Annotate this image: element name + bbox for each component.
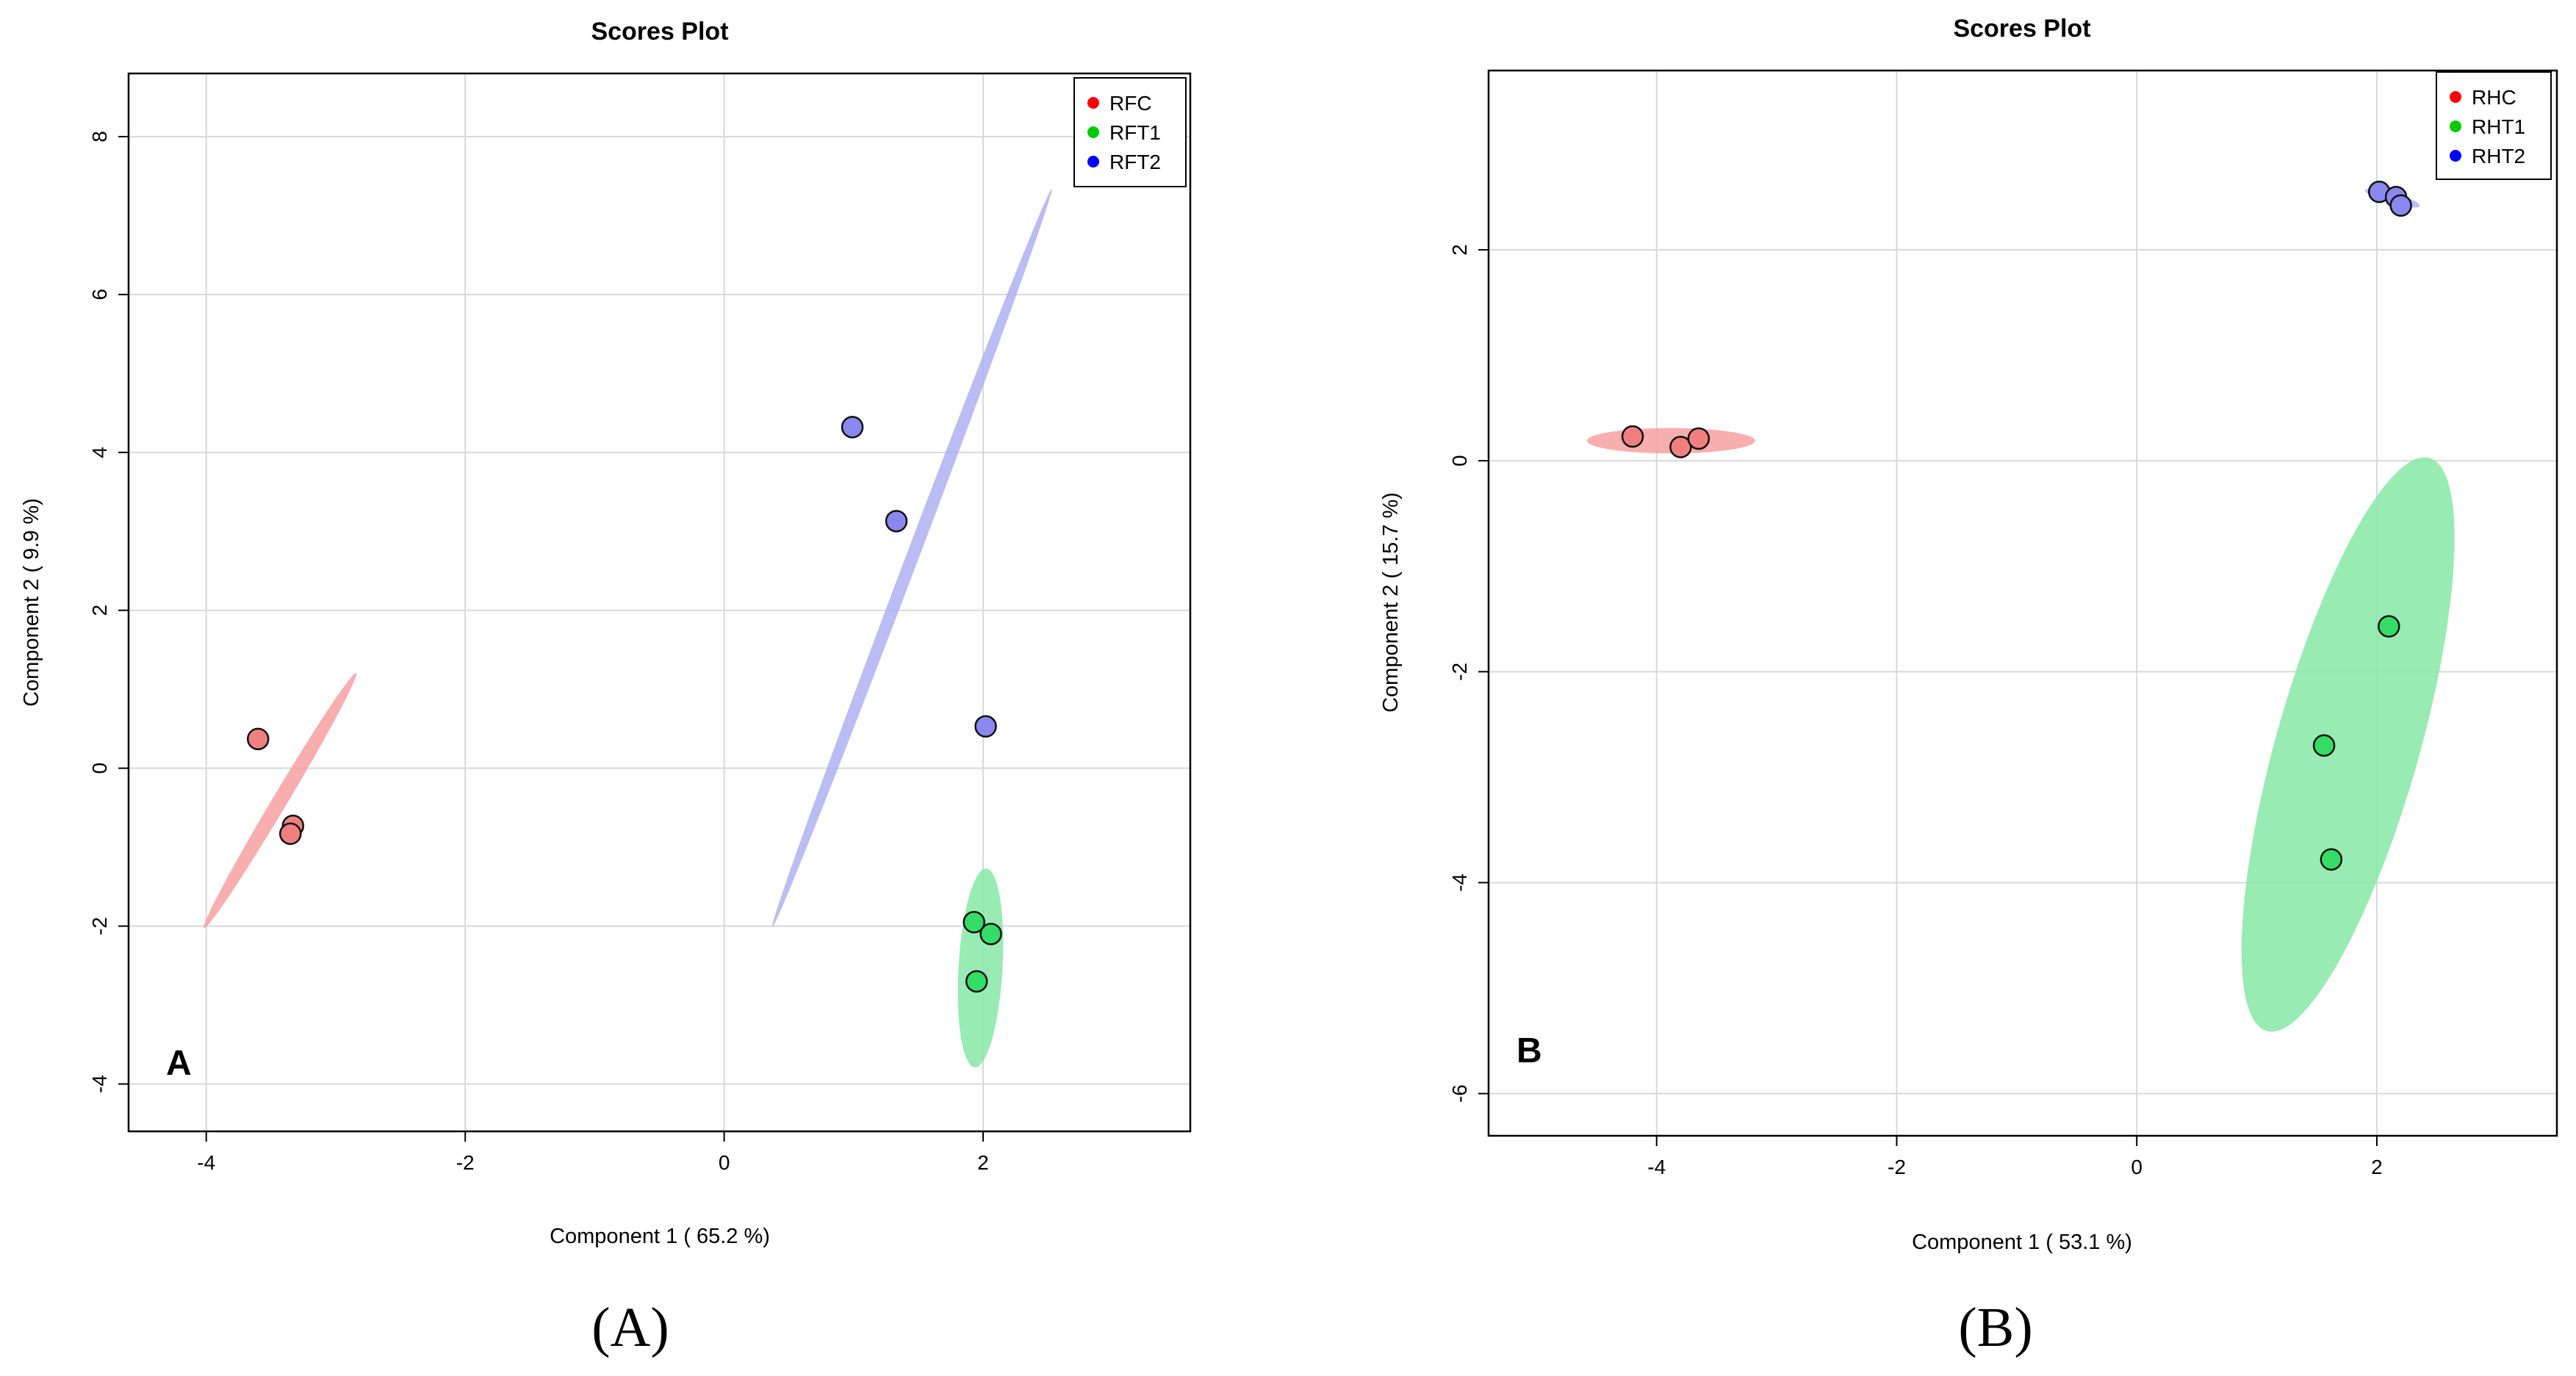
point-rht1-3 (2320, 848, 2343, 871)
panel-b-points (1621, 180, 2412, 871)
legend-rht2-marker (2450, 150, 2461, 162)
panel-b-y-tick-label: -4 (1448, 873, 1471, 892)
legend-rfc-label: RFC (1109, 92, 1152, 115)
panel-b-y-ticks: -6 -4 -2 0 2 (1448, 244, 1489, 1103)
panel-a-y-tick-label: -4 (88, 1075, 111, 1093)
legend-rfc-marker (1087, 97, 1099, 109)
point-rfc-1 (246, 727, 270, 751)
legend-rft1-label: RFT1 (1109, 121, 1161, 144)
legend-rft1-marker (1087, 126, 1099, 138)
panel-a-y-tick-label: 4 (88, 447, 111, 458)
panel-b-y-axis-label: Component 2 ( 15.7 %) (1379, 492, 1403, 713)
panel-b-y-tick-label: -6 (1448, 1084, 1471, 1103)
point-rft1-1 (963, 910, 985, 934)
ellipse-rft1 (957, 868, 1004, 1067)
panel-a-letter: A (166, 1044, 192, 1083)
panel-a-gridlines (129, 73, 1190, 1131)
point-rft1-2 (979, 923, 1002, 945)
legend-rht1-label: RHT1 (2472, 115, 2525, 138)
panel-a-y-tick-label: 0 (88, 763, 111, 774)
panel-a-x-tick-label: -2 (456, 1151, 475, 1174)
panel-a-y-tick-label: 2 (88, 605, 111, 616)
ellipse-rft2 (771, 189, 1052, 928)
panel-a-caption: (A) (591, 1297, 669, 1358)
panel-a-points (246, 416, 1002, 993)
scores-plot-panel-b: Scores Plot -4 -2 0 2 -6 -4 -2 0 2 Component 1 … (1379, 15, 2558, 1358)
panel-b-y-tick-label: 2 (1448, 244, 1471, 256)
panel-b-x-axis-label: Component 1 ( 53.1 %) (1912, 1231, 2132, 1254)
panel-a-ellipses (204, 189, 1052, 1067)
panel-b-x-tick-label: 2 (2371, 1156, 2383, 1178)
panel-b-legend: RHC RHT1 RHT2 (2436, 71, 2552, 180)
panel-a-y-tick-label: -2 (88, 917, 111, 935)
panel-a-x-axis-label: Component 1 ( 65.2 %) (550, 1225, 770, 1248)
panel-a-y-ticks: -4 -2 0 2 4 6 8 (88, 131, 129, 1093)
point-rft2-2 (885, 510, 908, 533)
legend-rft2-label: RFT2 (1109, 151, 1161, 173)
ellipse-rht1 (2241, 457, 2455, 1032)
panel-a-y-axis-label: Component 2 ( 9.9 %) (20, 498, 43, 707)
ellipse-rfc (204, 672, 357, 929)
panel-a-x-ticks: -4 -2 0 2 (197, 1131, 989, 1174)
panel-b-y-tick-label: 0 (1448, 455, 1471, 467)
point-rht2-3 (2389, 194, 2412, 217)
point-rht1-2 (2312, 734, 2336, 757)
point-rht1-1 (2378, 615, 2400, 638)
panel-b-x-ticks: -4 -2 0 2 (1647, 1136, 2383, 1178)
panel-a-x-tick-label: -4 (197, 1151, 215, 1174)
legend-rft2-marker (1087, 156, 1099, 168)
point-rfc-3 (279, 822, 302, 846)
point-rhc-2 (1669, 436, 1692, 458)
panel-a-y-tick-label: 8 (88, 131, 111, 143)
panel-b-letter: B (1517, 1031, 1542, 1070)
point-rft2-3 (974, 715, 997, 738)
scores-plot-panel-a: Scores Plot -4 -2 0 2 -4 -2 0 2 4 6 8 Component 1… (20, 18, 1192, 1358)
legend-rht1-marker (2450, 120, 2461, 132)
point-rhc-3 (1687, 427, 1710, 450)
panel-b-caption: (B) (1958, 1297, 2032, 1358)
panel-b-y-tick-label: -2 (1448, 663, 1471, 681)
legend-rht2-label: RHT2 (2472, 145, 2525, 168)
panel-b-x-tick-label: 0 (2131, 1156, 2143, 1178)
panel-b-title: Scores Plot (1953, 15, 2090, 43)
panel-b-x-tick-label: -4 (1647, 1156, 1666, 1178)
panel-a-x-tick-label: 0 (719, 1151, 730, 1174)
legend-rhc-marker (2450, 91, 2461, 103)
panel-b-x-tick-label: -2 (1888, 1156, 1906, 1178)
panel-a-plot-border (127, 72, 1192, 1133)
panel-b-ellipses (1586, 188, 2455, 1032)
point-rft2-1 (841, 416, 864, 439)
panel-b-plot-border (1487, 69, 2558, 1137)
panel-a-legend: RFC RFT1 RFT2 (1073, 77, 1187, 187)
point-rft1-3 (965, 970, 988, 993)
legend-rhc-label: RHC (2472, 86, 2516, 109)
panel-a-y-tick-label: 6 (88, 289, 111, 300)
point-rhc-1 (1621, 425, 1644, 448)
panel-a-title: Scores Plot (591, 18, 728, 46)
panel-a-x-tick-label: 2 (977, 1151, 989, 1174)
